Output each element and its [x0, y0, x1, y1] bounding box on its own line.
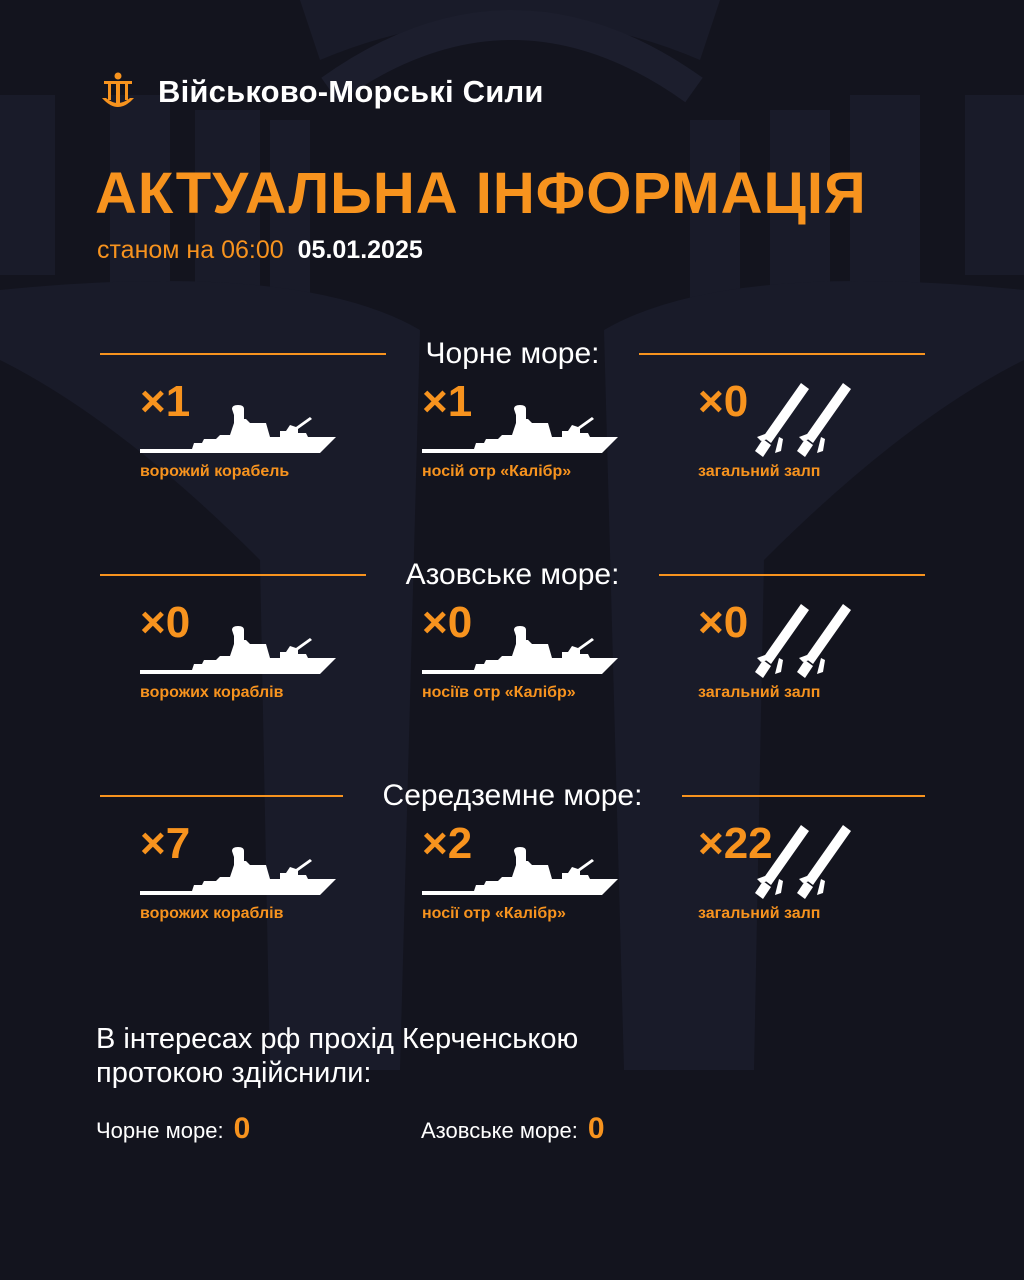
- kerch-azov-sea-label: Азовське море:: [421, 1118, 578, 1143]
- stat-label: загальний залп: [698, 463, 821, 480]
- trident-anchor-icon: [102, 72, 134, 107]
- stat-label: носії отр «Калібр»: [422, 905, 566, 922]
- stat-item: ×7 ворожих кораблів: [140, 819, 360, 939]
- kerch-azov-sea: Азовське море: 0: [421, 1112, 605, 1146]
- kerch-black-sea: Чорне море: 0: [96, 1112, 250, 1146]
- report-date: 05.01.2025: [297, 236, 423, 264]
- stat-count: ×0: [698, 598, 749, 647]
- kerch-azov-sea-value: 0: [587, 1112, 605, 1145]
- stat-item: ×1 ворожий корабель: [140, 377, 360, 497]
- divider: [639, 353, 925, 355]
- stat-item: ×2 носії отр «Калібр»: [422, 819, 642, 939]
- stat-label: загальний залп: [698, 684, 821, 701]
- sea-section: Середземне море: ×7 ворожих кораблів ×2 …: [100, 779, 925, 1009]
- divider: [682, 795, 925, 797]
- sea-header: Чорне море:: [100, 337, 925, 371]
- kerch-black-sea-value: 0: [233, 1112, 251, 1145]
- sea-section: Чорне море: ×1 ворожий корабель ×1 носій…: [100, 337, 925, 567]
- stat-count: ×1: [422, 377, 473, 426]
- stat-count: ×0: [698, 377, 749, 426]
- subtitle: станом на 06:00 05.01.2025: [97, 236, 423, 265]
- stat-item: ×1 носій отр «Калібр»: [422, 377, 642, 497]
- stat-count: ×2: [422, 819, 473, 868]
- missiles-icon: [755, 383, 851, 457]
- page-title: АКТУАЛЬНА ІНФОРМАЦІЯ: [95, 161, 867, 226]
- stat-count: ×0: [140, 598, 191, 647]
- sea-section: Азовське море: ×0 ворожих кораблів ×0 но…: [100, 558, 925, 788]
- stat-count: ×1: [140, 377, 191, 426]
- kerch-strait-text: В інтересах рф прохід Керченською проток…: [96, 1023, 579, 1089]
- divider: [100, 353, 386, 355]
- divider: [659, 574, 925, 576]
- sea-name: Чорне море:: [425, 337, 600, 370]
- sea-name: Середземне море:: [382, 779, 643, 812]
- stat-count: ×7: [140, 819, 191, 868]
- missiles-icon: [755, 604, 851, 678]
- brand-header: Військово-Морські Сили: [100, 72, 544, 112]
- sea-name: Азовське море:: [405, 558, 620, 591]
- sea-header: Азовське море:: [100, 558, 925, 592]
- stat-label: носіїв отр «Калібр»: [422, 684, 576, 701]
- stat-count: ×22: [698, 819, 773, 868]
- stat-label: ворожий корабель: [140, 463, 290, 480]
- stat-item: ×0 загальний залп: [698, 377, 918, 497]
- stat-item: ×0 носіїв отр «Калібр»: [422, 598, 642, 718]
- brand-name: Військово-Морські Сили: [158, 74, 544, 109]
- stat-label: ворожих кораблів: [140, 905, 284, 922]
- sea-header: Середземне море:: [100, 779, 925, 813]
- stat-item: ×0 загальний залп: [698, 598, 918, 718]
- stat-count: ×0: [422, 598, 473, 647]
- report-time: станом на 06:00: [97, 236, 284, 264]
- divider: [100, 574, 366, 576]
- stat-item: ×22 загальний залп: [698, 819, 918, 939]
- kerch-black-sea-label: Чорне море:: [96, 1118, 224, 1143]
- stat-label: ворожих кораблів: [140, 684, 284, 701]
- stat-label: носій отр «Калібр»: [422, 463, 572, 480]
- stat-item: ×0 ворожих кораблів: [140, 598, 360, 718]
- divider: [100, 795, 343, 797]
- stat-label: загальний залп: [698, 905, 821, 922]
